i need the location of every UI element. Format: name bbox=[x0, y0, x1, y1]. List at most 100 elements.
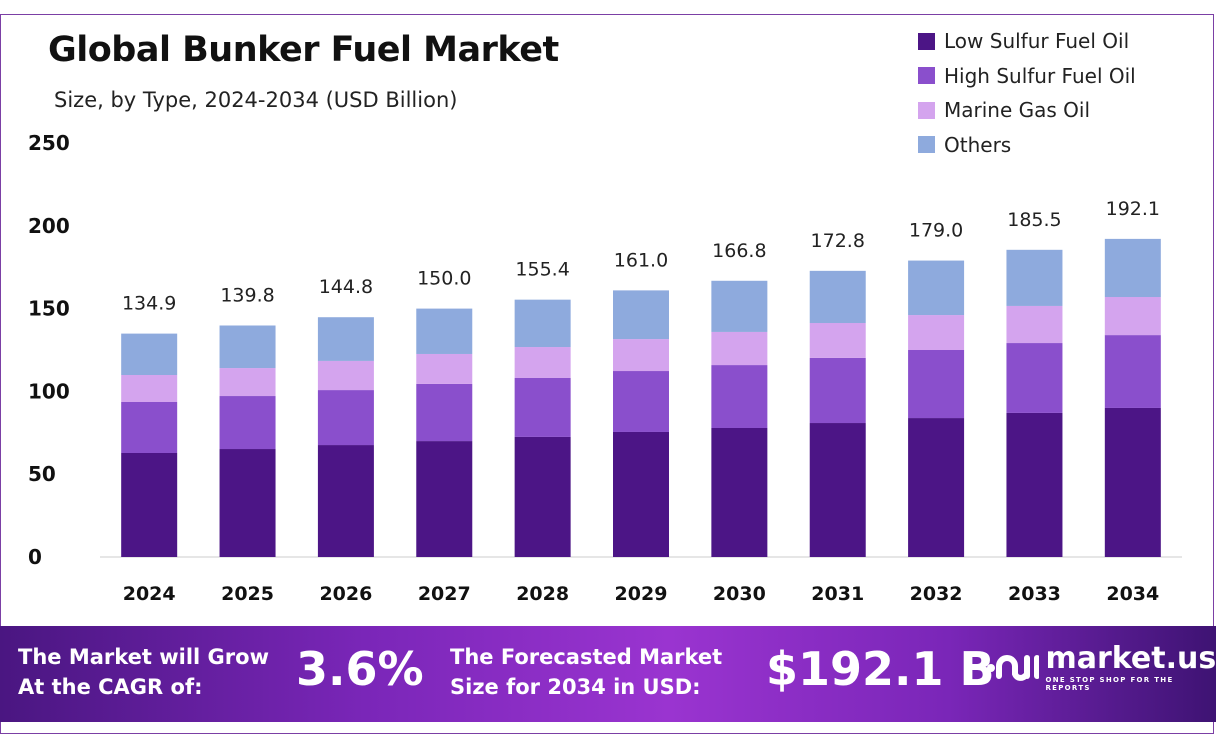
brand-name: market.us bbox=[1045, 641, 1216, 676]
bar-segment-marine-gas-oil bbox=[711, 331, 768, 366]
bar-segment-marine-gas-oil bbox=[1104, 297, 1161, 336]
bar-segment-marine-gas-oil bbox=[613, 339, 669, 372]
stacked-bar-chart: 0 50 100 150 200 250 134.9 2024 139.8 2025 144.8 20… bbox=[28, 131, 1182, 605]
bar-segment-others bbox=[514, 299, 571, 348]
y-tick-label: 100 bbox=[28, 379, 70, 403]
bar-segment-high-sulfur-fuel-oil bbox=[317, 390, 374, 446]
bar-segment-low-sulfur-fuel-oil bbox=[219, 449, 276, 557]
total-data-label: 139.8 bbox=[220, 284, 274, 306]
forecast-label: The Forecasted Market Size for 2034 in U… bbox=[450, 642, 722, 702]
bar-segment-low-sulfur-fuel-oil bbox=[317, 445, 374, 557]
bar-segment-others bbox=[1104, 238, 1161, 298]
bar-segment-others bbox=[908, 260, 965, 316]
total-data-label: 150.0 bbox=[417, 268, 471, 290]
bar-segment-marine-gas-oil bbox=[908, 315, 965, 350]
total-data-label: 134.9 bbox=[122, 293, 176, 315]
bar-segment-high-sulfur-fuel-oil bbox=[121, 401, 178, 454]
bar-segment-low-sulfur-fuel-oil bbox=[809, 423, 866, 557]
legend-label: Others bbox=[944, 132, 1012, 157]
bar-segment-high-sulfur-fuel-oil bbox=[1104, 335, 1161, 408]
x-tick-label: 2027 bbox=[418, 583, 471, 605]
bar-segment-marine-gas-oil bbox=[219, 368, 276, 397]
bar-segment-marine-gas-oil bbox=[809, 323, 866, 358]
bar-segment-marine-gas-oil bbox=[416, 353, 473, 384]
y-tick-label: 250 bbox=[28, 131, 70, 155]
bar-segment-high-sulfur-fuel-oil bbox=[809, 357, 866, 424]
bar-segment-others bbox=[613, 290, 669, 340]
forecast-label-line2: Size for 2034 in USD: bbox=[450, 675, 701, 699]
market-us-logo-icon bbox=[987, 655, 1040, 681]
y-tick-label: 200 bbox=[28, 214, 70, 238]
x-tick-label: 2032 bbox=[910, 583, 963, 605]
bar-segment-others bbox=[711, 280, 768, 332]
legend: Low Sulfur Fuel Oil High Sulfur Fuel Oil… bbox=[918, 24, 1136, 162]
x-tick-label: 2029 bbox=[615, 583, 668, 605]
bar-segment-low-sulfur-fuel-oil bbox=[1006, 412, 1063, 557]
legend-swatch bbox=[918, 32, 935, 50]
total-data-label: 166.8 bbox=[712, 240, 766, 262]
total-data-label: 161.0 bbox=[614, 249, 668, 271]
bar-segment-high-sulfur-fuel-oil bbox=[908, 350, 965, 419]
footer-banner: The Market will Grow At the CAGR of: 3.6… bbox=[0, 626, 1216, 722]
bar-segment-low-sulfur-fuel-oil bbox=[121, 453, 178, 557]
bar-segment-others bbox=[1006, 249, 1063, 306]
x-tick-label: 2024 bbox=[123, 583, 176, 605]
bar-segment-marine-gas-oil bbox=[121, 375, 178, 402]
brand-logo: market.us ONE STOP SHOP FOR THE REPORTS bbox=[985, 644, 1216, 692]
chart-subtitle: Size, by Type, 2024-2034 (USD Billion) bbox=[54, 88, 458, 112]
x-tick-label: 2028 bbox=[516, 583, 569, 605]
legend-label: Low Sulfur Fuel Oil bbox=[944, 29, 1130, 54]
legend-swatch bbox=[918, 67, 935, 85]
total-data-label: 185.5 bbox=[1007, 209, 1061, 231]
y-tick-label: 50 bbox=[28, 462, 56, 486]
legend-label: High Sulfur Fuel Oil bbox=[944, 63, 1136, 88]
cagr-label: The Market will Grow At the CAGR of: bbox=[18, 642, 269, 702]
cagr-label-line1: The Market will Grow bbox=[18, 645, 269, 669]
bar-segment-marine-gas-oil bbox=[1006, 305, 1063, 344]
cagr-value: 3.6% bbox=[296, 642, 424, 696]
x-tick-label: 2033 bbox=[1008, 583, 1061, 605]
legend-swatch bbox=[918, 101, 935, 119]
legend-swatch bbox=[918, 136, 935, 154]
forecast-label-line1: The Forecasted Market bbox=[450, 645, 723, 669]
bar-segment-others bbox=[219, 325, 276, 369]
bar-segment-others bbox=[416, 308, 473, 354]
total-data-label: 192.1 bbox=[1106, 198, 1160, 220]
bar-segment-low-sulfur-fuel-oil bbox=[613, 431, 669, 557]
bar-segment-others bbox=[317, 317, 374, 361]
total-data-label: 144.8 bbox=[319, 276, 373, 298]
bar-segment-marine-gas-oil bbox=[514, 347, 571, 378]
bar-segment-high-sulfur-fuel-oil bbox=[416, 383, 473, 442]
legend-item-marine-gas: Marine Gas Oil bbox=[918, 93, 1136, 128]
bar-segment-high-sulfur-fuel-oil bbox=[219, 396, 276, 450]
legend-item-high-sulfur: High Sulfur Fuel Oil bbox=[918, 59, 1136, 94]
total-data-label: 179.0 bbox=[909, 220, 963, 242]
chart-frame bbox=[0, 14, 1214, 734]
legend-label: Marine Gas Oil bbox=[944, 98, 1091, 123]
bar-segment-others bbox=[809, 270, 866, 324]
x-tick-label: 2034 bbox=[1106, 583, 1159, 605]
bar-segment-low-sulfur-fuel-oil bbox=[416, 441, 473, 557]
bar-segment-low-sulfur-fuel-oil bbox=[514, 436, 571, 557]
y-tick-label: 150 bbox=[28, 297, 70, 321]
legend-item-low-sulfur: Low Sulfur Fuel Oil bbox=[918, 24, 1136, 59]
bar-segment-low-sulfur-fuel-oil bbox=[908, 418, 965, 557]
bar-segment-high-sulfur-fuel-oil bbox=[711, 365, 768, 428]
y-tick-label: 0 bbox=[28, 545, 42, 569]
brand-tagline: ONE STOP SHOP FOR THE REPORTS bbox=[1045, 676, 1174, 692]
bar-segment-low-sulfur-fuel-oil bbox=[711, 427, 768, 557]
chart-title: Global Bunker Fuel Market bbox=[48, 30, 559, 70]
total-data-label: 172.8 bbox=[811, 230, 865, 252]
x-tick-label: 2025 bbox=[221, 583, 274, 605]
x-tick-label: 2026 bbox=[319, 583, 372, 605]
bar-segment-high-sulfur-fuel-oil bbox=[514, 377, 571, 437]
bar-segment-others bbox=[121, 333, 178, 376]
bar-segment-high-sulfur-fuel-oil bbox=[613, 371, 669, 432]
bar-segment-low-sulfur-fuel-oil bbox=[1104, 407, 1161, 557]
forecast-value: $192.1 B bbox=[766, 642, 995, 696]
cagr-label-line2: At the CAGR of: bbox=[18, 675, 203, 699]
bar-segment-high-sulfur-fuel-oil bbox=[1006, 343, 1063, 413]
legend-item-others: Others bbox=[918, 128, 1136, 163]
x-tick-label: 2031 bbox=[811, 583, 864, 605]
total-data-label: 155.4 bbox=[515, 259, 569, 281]
